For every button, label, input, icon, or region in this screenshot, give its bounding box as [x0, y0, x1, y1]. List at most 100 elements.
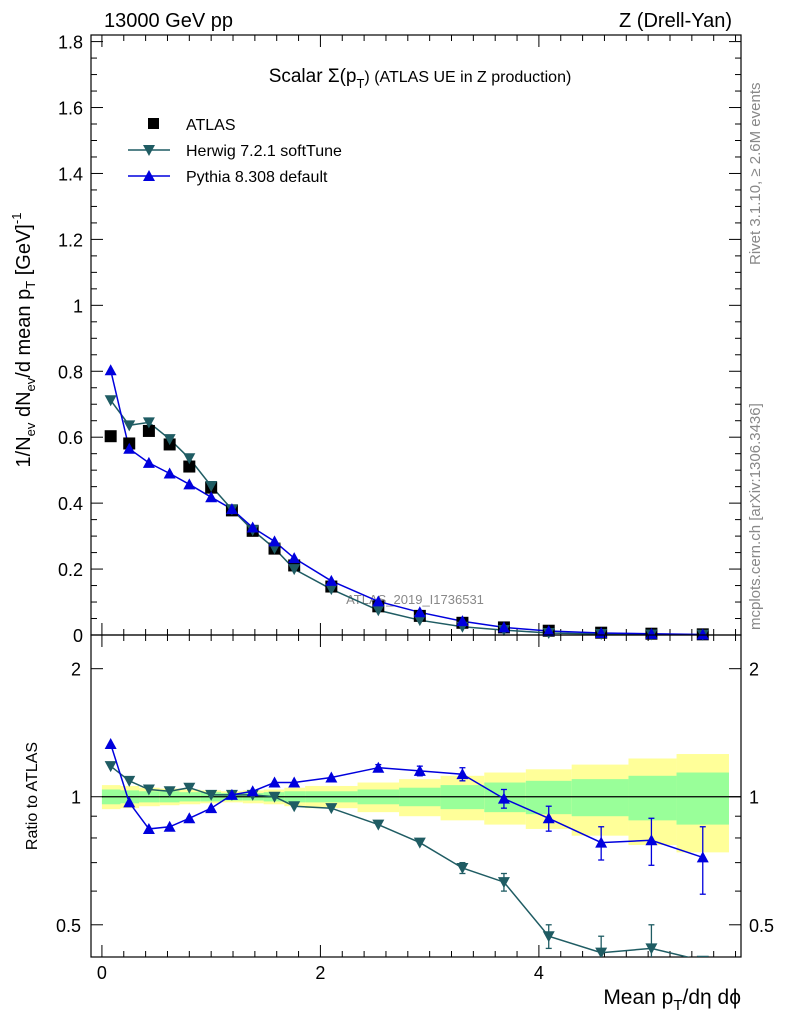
atlas-data-point — [104, 430, 117, 443]
legend-marker-herwig — [143, 145, 155, 156]
pythia-point — [268, 535, 281, 547]
pythia-ratio-point — [456, 768, 469, 780]
main-axes: 0 0.2 0.4 0.6 0.8 1 1.2 1.4 1.6 1.8 — [58, 33, 741, 646]
herwig-ratio-point — [645, 943, 658, 955]
pythia-ratio-point — [246, 785, 259, 797]
herwig-point — [205, 480, 218, 492]
pythia-point — [246, 521, 259, 533]
uncertainty-band-green — [571, 779, 629, 817]
herwig-ratio-point — [456, 862, 469, 874]
main-series — [104, 364, 709, 641]
pythia-ratio-point — [595, 836, 608, 848]
herwig-ratio-point — [696, 955, 709, 957]
legend: ATLAS Herwig 7.2.1 softTune Pythia 8.308… — [128, 117, 342, 186]
ratio-y-tick-label: 0.5 — [56, 916, 81, 936]
x-tick-label: 0 — [97, 963, 107, 983]
herwig-ratio-point — [142, 784, 155, 796]
main-y-tick-label: 0.8 — [58, 362, 83, 382]
pythia-ratio-point — [163, 820, 176, 832]
pythia-point — [456, 615, 469, 627]
x-tick-label: 2 — [315, 963, 325, 983]
pythia-ratio-point — [142, 822, 155, 834]
pythia-ratio-point — [542, 812, 555, 824]
legend-marker-atlas — [148, 118, 159, 129]
ratio-y-tick-label: 2 — [71, 660, 81, 680]
pythia-ratio-point — [288, 776, 301, 788]
herwig-ratio-point — [183, 782, 196, 794]
pythia-ratio-point — [205, 802, 218, 814]
ratio-y-tick-label-right: 1 — [749, 788, 759, 808]
main-y-tick-label: 1.2 — [58, 230, 83, 250]
uncertainty-band-green — [676, 772, 729, 825]
ratio-axes: 0.5 0.5 1 1 2 2 0 2 4 — [56, 635, 774, 983]
pythia-point — [183, 478, 196, 490]
pythia-point — [325, 574, 338, 586]
pythia-point — [372, 595, 385, 607]
main-title: Scalar Σ(pT) (ATLAS UE in Z production) — [269, 66, 572, 91]
header-right: Z (Drell-Yan) — [619, 10, 732, 32]
pythia-ratio-point — [325, 771, 338, 783]
legend-label-pythia: Pythia 8.308 default — [186, 169, 328, 186]
pythia-point — [288, 552, 301, 564]
herwig-point — [123, 420, 136, 432]
herwig-point — [372, 605, 385, 617]
rivet-version-label: Rivet 3.1.10, ≥ 2.6M events — [747, 83, 764, 266]
herwig-point — [413, 615, 426, 627]
uncertainty-band-green — [628, 775, 677, 821]
legend-label-herwig: Herwig 7.2.1 softTune — [186, 143, 342, 160]
herwig-ratio-point — [542, 931, 555, 943]
main-y-tick-label: 1 — [73, 296, 83, 316]
main-y-tick-label: 0.4 — [58, 494, 83, 514]
pythia-ratio-point — [183, 812, 196, 824]
herwig-ratio-point — [372, 819, 385, 831]
pythia-point — [205, 491, 218, 503]
pythia-ratio-point — [123, 796, 136, 808]
herwig-ratio-point — [163, 786, 176, 798]
herwig-ratio-point — [413, 837, 426, 849]
pythia-ratio-point — [645, 834, 658, 846]
herwig-point — [325, 584, 338, 596]
ratio-y-tick-label-right: 0.5 — [749, 916, 774, 936]
atlas-data-point — [142, 424, 155, 437]
herwig-ratio-point — [288, 801, 301, 813]
herwig-ratio-point — [595, 947, 608, 957]
herwig-ratio-point — [497, 877, 510, 889]
x-axis-label: Mean pT/dη dϕ — [603, 986, 741, 1014]
ratio-series — [104, 738, 709, 957]
main-panel: 0 0.2 0.4 0.6 0.8 1 1.2 1.4 1.6 1.8 Scalar Σ(pT) … — [9, 33, 742, 646]
ratio-series-clipped — [104, 738, 709, 957]
herwig-ratio-point — [205, 789, 218, 801]
herwig-ratio-point — [268, 791, 281, 803]
ratio-frame — [90, 634, 742, 958]
legend-marker-pythia — [143, 170, 155, 181]
header-left: 13000 GeV pp — [104, 10, 233, 32]
pythia-ratio-point — [268, 776, 281, 788]
ratio-y-tick-label-right: 2 — [749, 660, 759, 680]
pythia-ratio-point — [696, 851, 709, 863]
main-y-tick-label: 0.6 — [58, 428, 83, 448]
herwig-point — [163, 434, 176, 446]
pythia-point — [696, 628, 709, 640]
pythia-point — [104, 364, 117, 376]
pythia-point — [542, 625, 555, 637]
herwig-ratio-point — [325, 803, 338, 815]
pythia-point — [142, 456, 155, 468]
herwig-ratio-point — [123, 775, 136, 787]
herwig-point — [142, 417, 155, 429]
ratio-panel: 0.5 0.5 1 1 2 2 0 2 4 Ratio to ATLAS Mean pT/dη … — [24, 634, 774, 1014]
pythia-ratio-point — [413, 764, 426, 776]
main-y-tick-label: 0 — [73, 626, 83, 646]
ratio-y-tick-label: 1 — [71, 788, 81, 808]
main-y-tick-label: 1.6 — [58, 99, 83, 119]
herwig-point — [104, 395, 117, 407]
x-tick-label: 4 — [534, 963, 544, 983]
atlas-data-point — [183, 460, 196, 473]
pythia-point — [123, 442, 136, 454]
pythia-ratio-point — [225, 788, 238, 800]
ratio-bands — [101, 754, 741, 853]
mcplots-label: mcplots.cern.ch [arXiv:1306.3436] — [747, 403, 764, 630]
pythia-ratio-point — [372, 761, 385, 773]
pythia-point — [225, 503, 238, 515]
pythia-point — [163, 467, 176, 479]
